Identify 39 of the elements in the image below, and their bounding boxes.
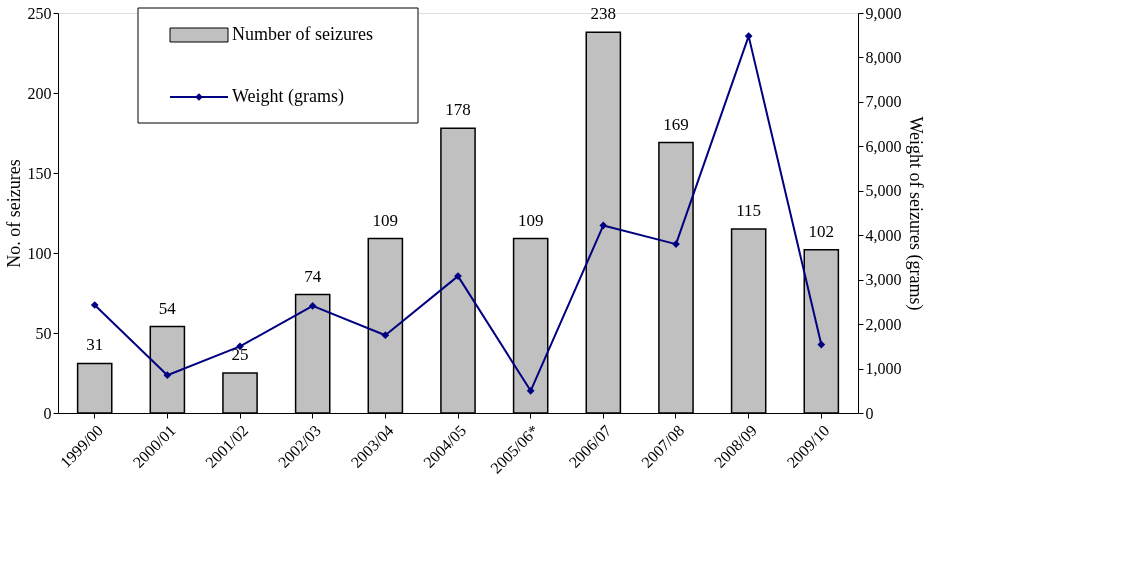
point	[163, 371, 172, 380]
y-tick-label: 0	[43, 404, 52, 422]
y2-tick-label: 0	[865, 404, 874, 422]
data-label: 115	[736, 201, 762, 220]
point	[308, 302, 317, 310]
y2-tick-label: 5,000	[865, 182, 902, 200]
data-label: 169	[663, 114, 689, 134]
point	[526, 386, 535, 395]
point	[381, 331, 390, 340]
data-label: 109	[372, 210, 399, 230]
data-label: 74	[304, 266, 322, 286]
y-tick-label: 250	[27, 4, 52, 22]
y-tick-label: 100	[27, 244, 52, 262]
legend-label: Weight (grams)	[232, 86, 345, 107]
point	[90, 301, 99, 309]
y2-tick-label: 3,000	[865, 271, 902, 289]
y2-tick-label: 1,000	[865, 360, 902, 378]
y-tick-label: 150	[27, 164, 52, 182]
point	[599, 221, 608, 230]
point	[817, 340, 826, 349]
legend-label: Number of seizures	[232, 24, 373, 44]
y2-tick-label: 8,000	[865, 48, 902, 66]
y-tick-label: 50	[35, 324, 52, 342]
data-label: 25	[231, 345, 249, 364]
data-label: 238	[590, 4, 617, 24]
data-label: 178	[445, 100, 471, 120]
y2-tick-label: 4,000	[865, 226, 902, 244]
y-axis-title: No. of seizures	[3, 159, 24, 268]
data-label: 31	[86, 335, 104, 355]
y-tick-label: 200	[27, 84, 52, 102]
data-label: 102	[808, 221, 835, 241]
data-label: 109	[517, 210, 544, 230]
y2-axis-title: Weight of seizures (grams)	[904, 116, 926, 311]
y2-tick-label: 6,000	[865, 137, 902, 155]
data-label: 54	[158, 298, 177, 318]
y2-tick-label: 2,000	[865, 315, 902, 333]
y2-tick-label: 7,000	[865, 93, 902, 111]
point	[744, 32, 753, 40]
y2-tick-label: 9,000	[865, 4, 902, 22]
